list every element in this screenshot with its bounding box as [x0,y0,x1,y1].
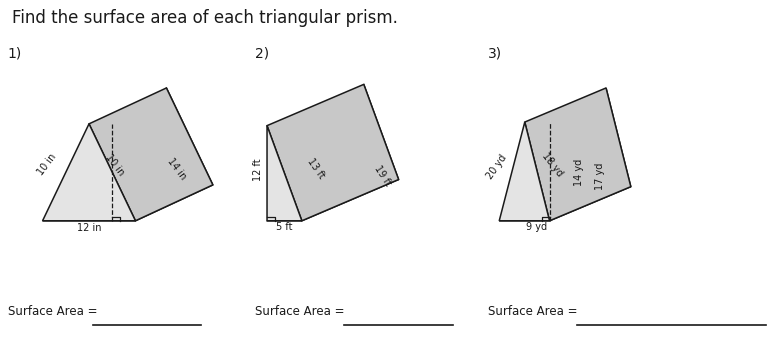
Text: 13 ft: 13 ft [305,157,327,181]
Text: Find the surface area of each triangular prism.: Find the surface area of each triangular… [12,9,398,27]
Text: 20 yd: 20 yd [485,153,509,181]
Text: 5 ft: 5 ft [276,222,293,232]
Text: 10 in: 10 in [103,153,126,178]
Polygon shape [580,88,631,187]
Polygon shape [364,84,399,180]
Text: 14 in: 14 in [165,156,188,181]
Polygon shape [43,124,135,221]
Text: Surface Area =: Surface Area = [8,305,98,318]
Polygon shape [499,187,631,221]
Text: 19 ft: 19 ft [373,164,393,188]
Text: Surface Area =: Surface Area = [488,305,577,318]
Text: 1): 1) [8,47,22,61]
Text: 17 yd: 17 yd [595,162,604,190]
Polygon shape [525,88,631,221]
Text: 14 yd: 14 yd [574,159,584,186]
Text: 10 in: 10 in [35,152,58,177]
Text: 9 yd: 9 yd [526,222,547,232]
Polygon shape [120,88,213,185]
Polygon shape [267,126,302,221]
Polygon shape [89,88,213,221]
Polygon shape [499,122,550,221]
Polygon shape [267,84,399,221]
Text: 3): 3) [488,47,502,61]
Text: 12 ft: 12 ft [253,158,262,181]
Text: Surface Area =: Surface Area = [255,305,345,318]
Polygon shape [43,185,213,221]
Text: 12 in: 12 in [77,223,101,233]
Text: 8 in: 8 in [79,160,88,178]
Text: 18 yd: 18 yd [539,151,564,179]
Polygon shape [267,180,399,221]
Text: 2): 2) [255,47,269,61]
